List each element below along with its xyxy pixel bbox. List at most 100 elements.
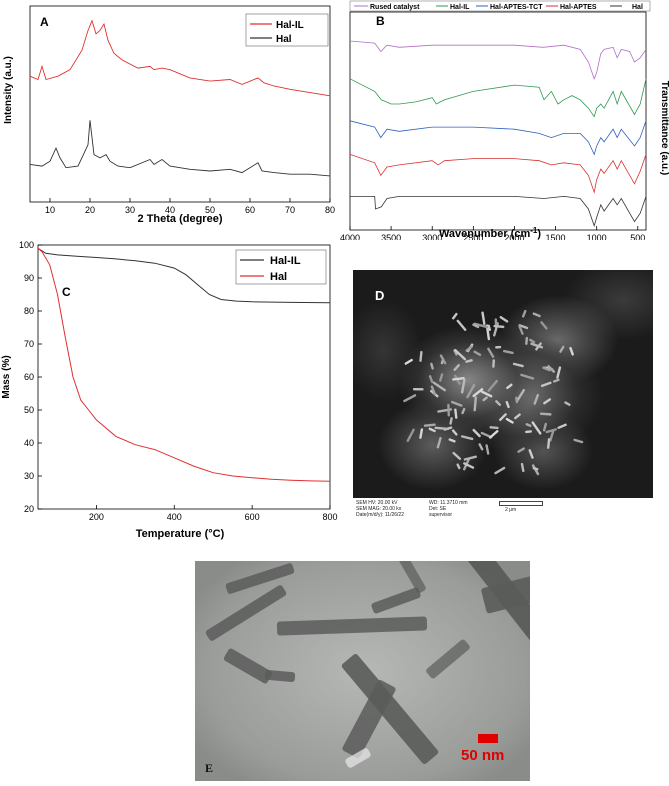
xrd-line-hal	[29, 120, 331, 177]
sem-particle	[532, 312, 541, 318]
sem-particle	[546, 438, 551, 449]
sem-particle	[428, 375, 434, 384]
sem-particle	[473, 350, 482, 357]
sem-particle	[499, 413, 507, 422]
sem-particle	[545, 428, 557, 434]
sem-particle	[453, 348, 467, 361]
tga-line-hal	[37, 247, 331, 482]
x-tick-label: 1500	[546, 233, 566, 240]
x-tick-label: 2000	[504, 233, 524, 240]
sem-particle	[539, 412, 552, 416]
sem-particle	[547, 365, 556, 373]
sem-particle	[515, 396, 519, 404]
x-tick-label: 3500	[381, 233, 401, 240]
sem-particle	[543, 398, 552, 405]
sem-particle	[552, 378, 560, 383]
sem-particle	[463, 455, 477, 461]
nanotube	[204, 584, 288, 642]
sem-particle	[517, 447, 525, 453]
y-tick-label: 50	[24, 405, 34, 415]
panel-label-c: C	[62, 285, 71, 299]
sem-particle	[473, 396, 478, 412]
sem-particle	[494, 466, 506, 475]
legend-label-hal-aptes-tct: Hal-APTES-TCT	[490, 4, 543, 11]
nanotube	[370, 586, 422, 615]
sem-particle	[529, 338, 536, 344]
legend-label-hal: Hal	[632, 4, 643, 11]
sem-hv: SEM HV: 20.00 kV	[356, 500, 398, 506]
sem-particle	[452, 451, 462, 460]
sem-particle	[480, 390, 493, 398]
x-tick-label: 10	[45, 205, 55, 215]
sem-texture	[403, 309, 584, 476]
sem-particle	[453, 364, 460, 371]
sem-particle	[492, 359, 496, 368]
sem-particle	[436, 436, 442, 449]
tga-chart-c: 200 400 600 800 20 30 40 50 60 70 80 90 100 C Temper…	[1, 240, 338, 540]
sem-particle	[466, 383, 476, 399]
x-tick-label: 40	[165, 205, 175, 215]
sem-particle	[403, 394, 417, 403]
nanotube	[424, 638, 472, 680]
panel-label-e: E	[205, 761, 214, 775]
x-tick-label: 50	[205, 205, 215, 215]
sem-particle	[419, 428, 424, 439]
x-tick-label: 1000	[587, 233, 607, 240]
sem-particle	[452, 376, 465, 381]
sem-particle	[456, 463, 461, 470]
x-tick-label: 80	[325, 205, 335, 215]
sem-user: supervisor	[429, 512, 453, 518]
sem-particle	[515, 388, 526, 403]
y-tick-label: 100	[19, 240, 34, 250]
scale-label: 50 nm	[461, 747, 505, 764]
sem-particle	[485, 324, 491, 341]
sem-particle	[419, 350, 423, 362]
sem-particle	[472, 388, 484, 398]
nanotube	[264, 669, 296, 683]
x-tick-label: 4000	[340, 233, 360, 240]
sem-particle	[531, 421, 542, 435]
sem-image-d: D SEM HV: 20.00 kV SEM MAG: 20.00 kx Dat…	[353, 270, 653, 523]
sem-particle	[528, 449, 534, 459]
sem-particle	[499, 315, 509, 323]
sem-particle	[520, 462, 525, 473]
sem-particle	[495, 400, 502, 406]
sem-info-bar: SEM HV: 20.00 kV SEM MAG: 20.00 kx Date(…	[353, 498, 653, 523]
y-tick-label: 40	[24, 438, 34, 448]
sem-particle	[530, 342, 544, 349]
legend-label-hal-il: Hal-IL	[276, 20, 304, 31]
x-tick-label: 70	[285, 205, 295, 215]
sem-particle	[506, 383, 513, 390]
sem-particle	[495, 345, 502, 349]
sem-particle	[412, 387, 424, 391]
sem-particle	[518, 324, 524, 335]
sem-particle	[432, 381, 447, 392]
x-axis-label: Wavenumber (cm-1)	[439, 226, 541, 240]
y-tick-label: 30	[24, 471, 34, 481]
x-tick-label: 400	[167, 512, 182, 522]
sem-particle	[481, 311, 486, 326]
tem-image-e: E 50 nm	[195, 561, 530, 781]
sem-particle	[473, 322, 489, 329]
sem-particle	[451, 312, 458, 320]
panel-label-d: D	[375, 288, 385, 303]
xrd-chart-a: 10 20 30 40 50 60 70 80 A 2 Theta (degree) Inte…	[3, 5, 335, 225]
sem-particle	[454, 408, 458, 419]
sem-particle	[533, 393, 540, 405]
x-tick-label: 600	[245, 512, 260, 522]
sem-particle	[406, 428, 415, 442]
sem-particle	[423, 423, 436, 427]
sem-particle	[520, 373, 535, 380]
sem-particle	[430, 362, 434, 370]
sem-particle	[482, 396, 488, 402]
legend-label-hal-il: Hal-IL	[450, 4, 470, 11]
y-tick-label: 90	[24, 273, 34, 283]
sem-particle	[488, 429, 499, 439]
sem-particle	[542, 422, 548, 432]
ftir-line-hal	[350, 195, 647, 228]
sem-particle	[434, 426, 450, 431]
sem-particle	[525, 336, 529, 345]
sem-particle	[573, 438, 584, 444]
y-axis-label: Intensity (a.u.)	[3, 56, 14, 124]
sem-particle	[518, 324, 529, 330]
